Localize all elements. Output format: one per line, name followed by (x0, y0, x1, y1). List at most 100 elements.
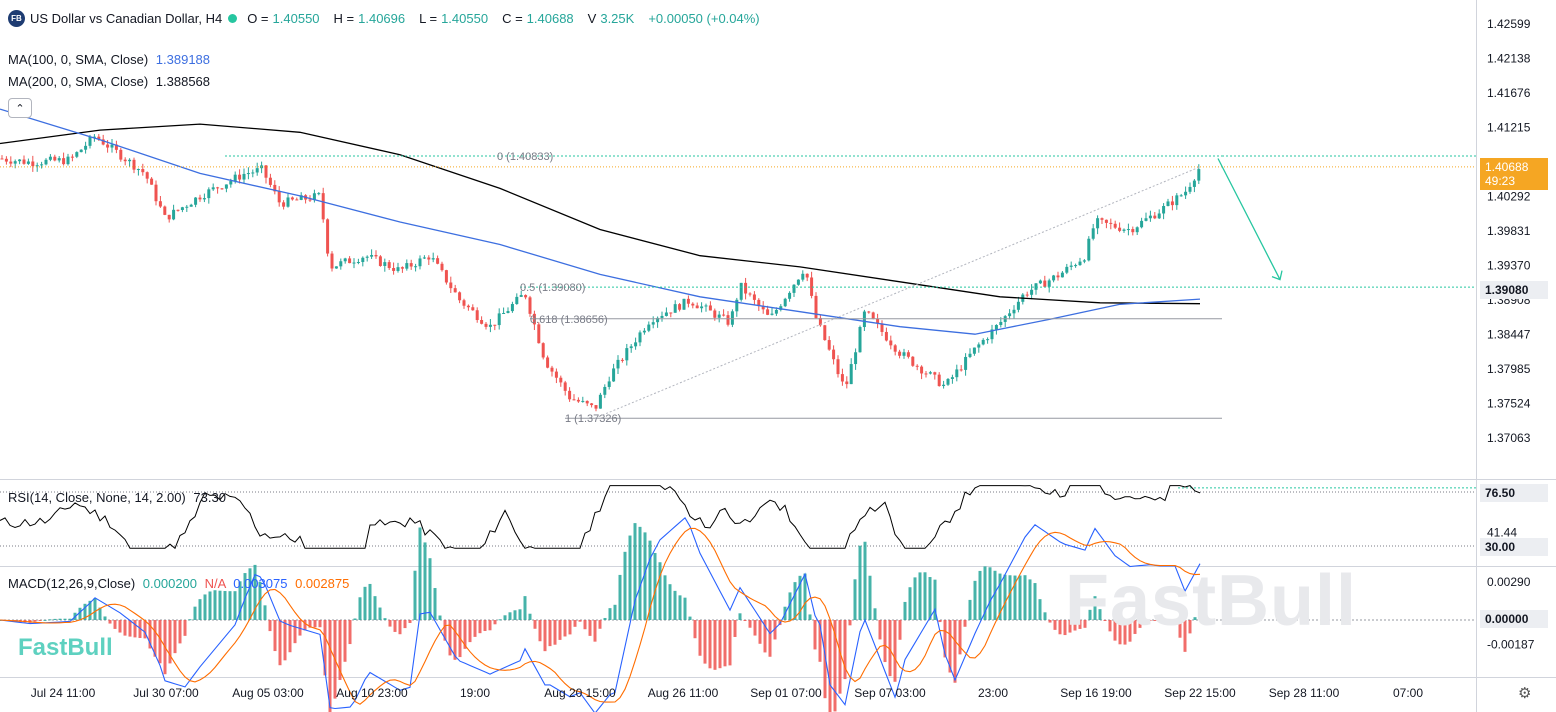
macd-histogram-bar (538, 620, 542, 642)
macd-histogram-bar (833, 620, 837, 712)
candle-body (453, 288, 457, 293)
candle-body (735, 299, 739, 312)
candle-body (334, 266, 338, 269)
macd-histogram-bar (773, 620, 777, 640)
open-label: O = (247, 11, 269, 26)
macd-histogram-bar (878, 620, 882, 640)
macd-histogram-bar (68, 618, 72, 620)
macd-histogram-bar (518, 609, 522, 620)
macd-histogram-bar (718, 620, 722, 669)
macd-histogram-bar (763, 620, 767, 653)
macd-histogram-bar (93, 598, 97, 620)
candle-body (700, 306, 704, 309)
candle-body (114, 144, 118, 150)
macd-histogram-bar (83, 603, 87, 620)
candle-body (44, 159, 48, 165)
candle-body (436, 258, 440, 264)
macd-histogram-bar (788, 592, 792, 620)
macd-histogram-bar (713, 620, 717, 670)
candle-body (603, 386, 607, 395)
rsi-legend[interactable]: RSI(14, Close, None, 14, 2.00) 73.30 (8, 490, 226, 505)
macd-histogram-bar (858, 545, 862, 620)
price-tick-label: 1.37524 (1487, 396, 1531, 410)
candle-body (1038, 280, 1042, 284)
candle-body (950, 377, 954, 379)
candle-body (458, 292, 462, 301)
candle-body (612, 368, 616, 382)
candle-body (348, 258, 352, 264)
macd-histogram-bar (413, 570, 417, 620)
macd-histogram-bar (1033, 583, 1037, 620)
candle-body (559, 377, 563, 383)
candle-body (911, 356, 915, 366)
candle-body (691, 303, 695, 306)
candle-body (972, 347, 976, 354)
candle-body (585, 400, 589, 404)
candle-body (308, 199, 312, 201)
candle-body (1179, 195, 1183, 197)
candle-body (1043, 280, 1047, 287)
macd-histogram-bar (1153, 620, 1157, 621)
macd-legend[interactable]: MACD(12,26,9,Close) 0.000200 N/A 0.00307… (8, 576, 349, 591)
candle-body (97, 136, 101, 140)
macd-histogram-bar (918, 572, 922, 620)
candle-body (1104, 219, 1108, 223)
price-tick-label: 1.41215 (1487, 120, 1531, 134)
candle-body (312, 193, 316, 201)
candle-body (444, 270, 448, 283)
symbol-header: FB US Dollar vs Canadian Dollar, H4 O = 1… (8, 10, 774, 27)
price-tick-label: 1.42599 (1487, 17, 1531, 31)
macd-histogram-bar (1093, 596, 1097, 620)
candle-body (154, 184, 158, 202)
candle-body (519, 295, 523, 297)
candle-body (141, 169, 145, 173)
macd-histogram-bar (648, 540, 652, 620)
candle-body (616, 359, 620, 369)
candle-body (576, 399, 580, 402)
candle-body (607, 381, 611, 387)
volume-label: V (587, 11, 597, 26)
macd-signal-line (0, 527, 1201, 705)
collapse-legend-button[interactable]: ⌃ (8, 98, 32, 118)
candle-body (884, 331, 888, 341)
macd-histogram-bar (803, 573, 807, 620)
candle-body (955, 369, 959, 378)
symbol-title[interactable]: US Dollar vs Canadian Dollar, H4 (30, 11, 223, 26)
candle-body (484, 323, 488, 327)
candle-body (216, 187, 220, 189)
candle-body (396, 267, 400, 271)
macd-histogram-bar (703, 620, 707, 664)
candle-body (35, 165, 39, 167)
macd-histogram-bar (263, 605, 267, 620)
macd-histogram-bar (568, 620, 572, 635)
candle-body (761, 306, 765, 310)
candle-body (119, 149, 123, 160)
candle-body (810, 277, 814, 296)
macd-histogram-bar (1023, 575, 1027, 620)
macd-histogram-bar (598, 620, 602, 629)
macd-histogram-bar (588, 620, 592, 636)
macd-histogram-bar (513, 610, 517, 620)
candle-body (581, 400, 585, 402)
candle-body (220, 188, 224, 190)
candle-body (132, 159, 136, 170)
macd-histogram-bar (348, 620, 352, 645)
gear-icon[interactable]: ⚙ (1518, 685, 1532, 702)
ma200-legend[interactable]: MA(200, 0, SMA, Close) 1.388568 (8, 74, 210, 89)
candle-body (651, 322, 655, 325)
macd-histogram-bar (1118, 620, 1122, 645)
candle-body (106, 144, 110, 148)
macd-histogram-bar (943, 620, 947, 658)
ma200-label: MA(200, 0, SMA, Close) (8, 74, 149, 89)
macd-histogram-bar (903, 601, 907, 620)
ma100-legend[interactable]: MA(100, 0, SMA, Close) 1.389188 (8, 52, 210, 67)
candle-body (880, 323, 884, 332)
candle-body (1192, 180, 1196, 187)
candle-body (858, 327, 862, 353)
candle-body (682, 298, 686, 310)
candle-body (836, 359, 840, 375)
candle-body (1153, 215, 1157, 219)
time-axis-label: 19:00 (460, 686, 490, 700)
candle-body (942, 384, 946, 387)
